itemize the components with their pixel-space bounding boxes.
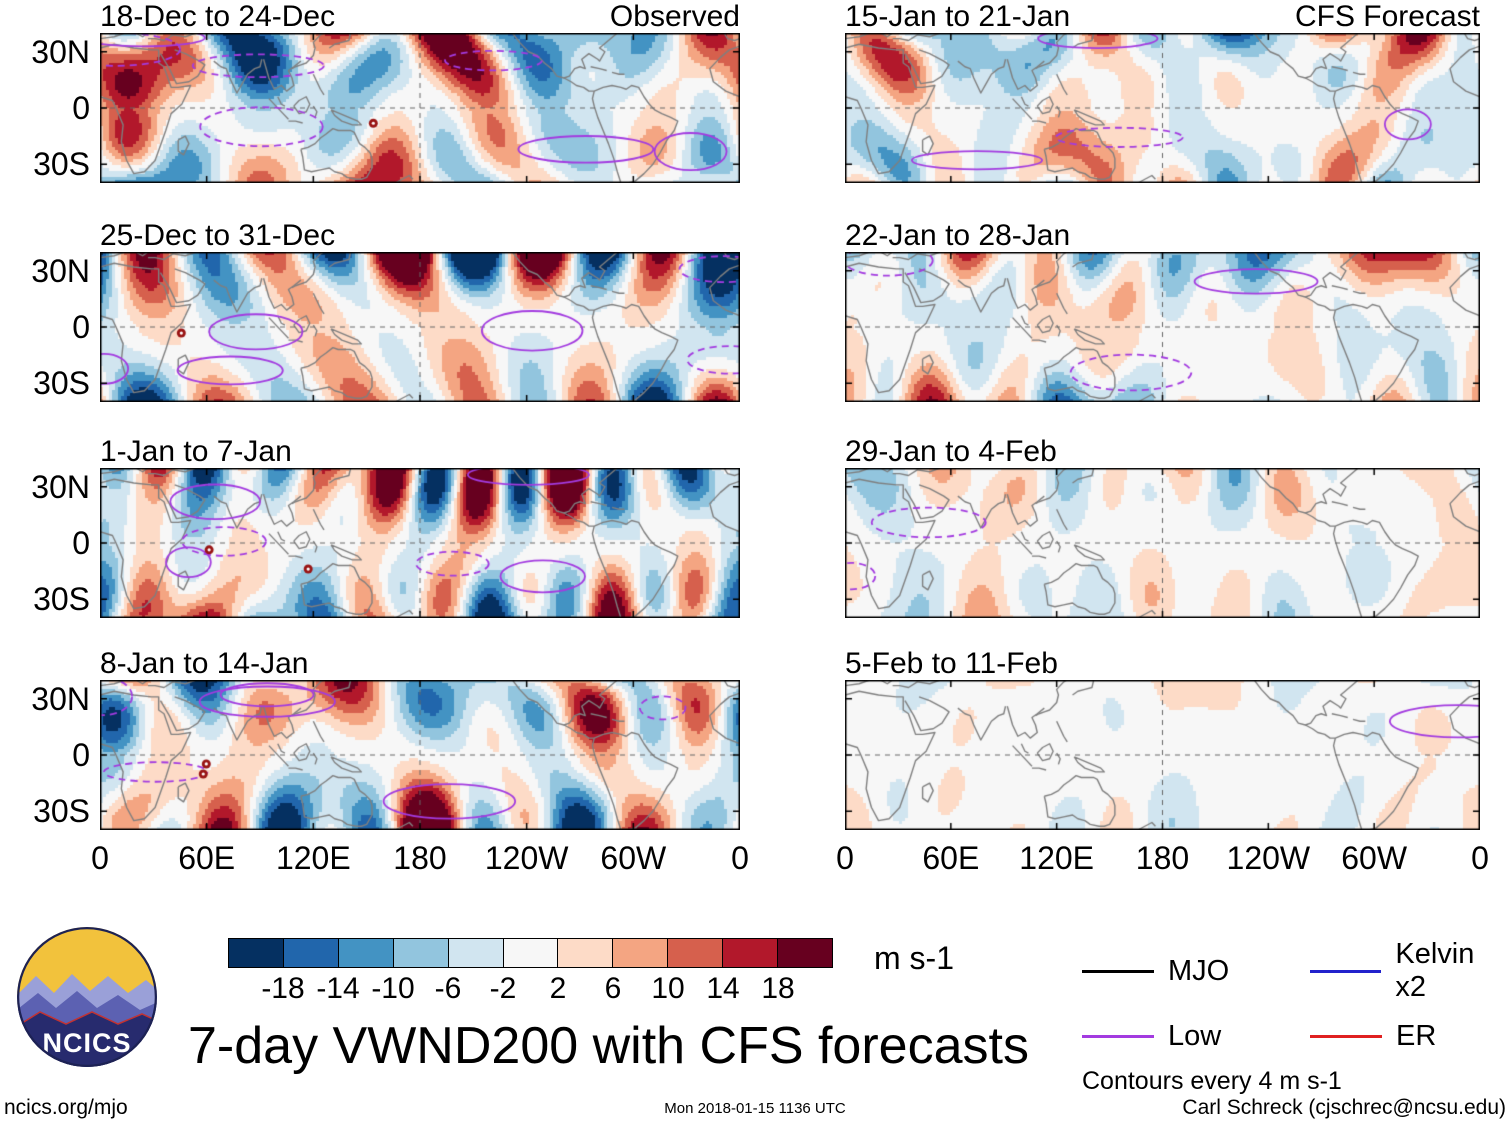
y-tick-label: 30N: [31, 252, 90, 289]
colorbar-tick-label: -6: [434, 972, 462, 1005]
legend-item-mjo: MJO: [1082, 938, 1310, 1004]
panel-forecast-week3: 29-Jan to 4-Feb: [845, 436, 1480, 618]
y-tick-label: 30N: [31, 680, 90, 717]
panel-forecast-week1: 15-Jan to 21-Jan CFS Forecast: [845, 1, 1480, 183]
colorbar-tick-label: -18: [261, 972, 305, 1005]
y-tick-label: 0: [72, 90, 90, 126]
y-tick-label: 30N: [31, 33, 90, 70]
x-tick-label: 0: [731, 840, 749, 876]
figure-title: 7-day VWND200 with CFS forecasts: [188, 1017, 1029, 1075]
x-tick-label: 0: [1471, 840, 1489, 876]
panel-observed-week3: 1-Jan to 7-Jan: [100, 436, 740, 618]
kelvin-line-swatch: [1310, 969, 1382, 973]
colorbar-segment: [393, 939, 449, 967]
y-tick-label: 0: [72, 525, 90, 561]
colorbar-segment: [448, 939, 504, 967]
colorbar-segment: [283, 939, 339, 967]
colorbar-segment: [778, 939, 832, 967]
y-tick-label: 0: [72, 309, 90, 345]
x-tick-label: 120W: [1226, 840, 1311, 876]
map-canvas: [845, 252, 1480, 402]
colorbar-segment: [723, 939, 779, 967]
map-canvas: [100, 680, 740, 830]
mjo-line-swatch: [1082, 969, 1154, 973]
map-canvas: [845, 680, 1480, 830]
colorbar: [228, 938, 833, 968]
x-tick-label: 120W: [484, 840, 569, 876]
footer-timestamp: Mon 2018-01-15 1136 UTC: [664, 1100, 846, 1117]
y-tick-label: 0: [72, 737, 90, 773]
legend-label: MJO: [1168, 954, 1230, 987]
map-canvas: [100, 33, 740, 183]
low-line-swatch: [1082, 1035, 1154, 1038]
map-canvas: [100, 252, 740, 402]
panel-observed-week4: 8-Jan to 14-Jan: [100, 648, 740, 830]
panel-title: 22-Jan to 28-Jan: [845, 219, 1071, 252]
colorbar-tick-label: -14: [316, 972, 360, 1005]
er-line-swatch: [1310, 1035, 1382, 1038]
panel-observed-week1: 18-Dec to 24-Dec Observed: [100, 1, 740, 183]
x-tick-label: 180: [393, 840, 447, 876]
colorbar-segment: [338, 939, 394, 967]
footer-url: ncics.org/mjo: [4, 1096, 128, 1119]
legend-label: Low: [1168, 1020, 1222, 1052]
y-tick-label: 30S: [33, 365, 90, 402]
panel-title: 25-Dec to 31-Dec: [100, 219, 336, 252]
panel-title: 18-Dec to 24-Dec: [100, 0, 336, 33]
legend-label: ER: [1396, 1020, 1437, 1052]
ncics-logo: NCICS: [14, 924, 160, 1075]
panel-title: 15-Jan to 21-Jan: [845, 0, 1071, 33]
colorbar-tick-label: 14: [706, 972, 740, 1005]
panel-forecast-week2: 22-Jan to 28-Jan: [845, 220, 1480, 402]
contour-interval-note: Contours every 4 m s-1: [1082, 1067, 1342, 1095]
x-tick-label: 120E: [1019, 840, 1095, 876]
map-canvas: [845, 468, 1480, 618]
panel-title: 8-Jan to 14-Jan: [100, 647, 309, 680]
footer-author: Carl Schreck (cjschrec@ncsu.edu): [1182, 1096, 1506, 1119]
column-label-forecast: CFS Forecast: [1294, 0, 1480, 33]
x-tick-label: 60E: [922, 840, 980, 876]
x-tick-label: 60E: [178, 840, 236, 876]
panel-forecast-week4: 5-Feb to 11-Feb: [845, 648, 1480, 830]
colorbar-segment: [558, 939, 614, 967]
colorbar-segment: [503, 939, 559, 967]
panel-observed-week2: 25-Dec to 31-Dec: [100, 220, 740, 402]
colorbar-tick-label: 2: [549, 972, 567, 1005]
legend-item-kelvin: Kelvin x2: [1310, 938, 1510, 1004]
map-canvas: [845, 33, 1480, 183]
ncics-logo-graphic: NCICS: [17, 927, 157, 1067]
legend-label: Kelvin x2: [1395, 938, 1475, 1003]
ncics-logo-text: NCICS: [42, 1028, 131, 1058]
colorbar-segment: [229, 939, 284, 967]
legend-item-er: ER: [1310, 1020, 1510, 1053]
colorbar-segment: [613, 939, 669, 967]
legend-item-low: Low: [1082, 1020, 1310, 1053]
x-tick-label: 60W: [600, 840, 667, 876]
contour-legend: MJO Kelvin x2 Low ER Contours every 4 m …: [1082, 938, 1510, 1096]
x-tick-label: 180: [1135, 840, 1190, 876]
colorbar-tick-label: 10: [651, 972, 685, 1005]
colorbar-unit-label: m s-1: [874, 940, 954, 976]
colorbar-segment: [668, 939, 724, 967]
x-tick-label: 0: [836, 840, 854, 876]
panel-title: 5-Feb to 11-Feb: [845, 647, 1058, 680]
y-tick-label: 30S: [33, 146, 90, 183]
x-tick-label: 0: [91, 840, 109, 876]
colorbar-tick-label: -2: [489, 972, 517, 1005]
y-tick-label: 30S: [33, 793, 90, 830]
colorbar-tick-label: 6: [604, 972, 622, 1005]
column-label-observed: Observed: [609, 0, 740, 33]
x-tick-label: 120E: [275, 840, 351, 876]
panel-title: 29-Jan to 4-Feb: [845, 435, 1057, 468]
y-tick-label: 30S: [33, 581, 90, 618]
y-tick-label: 30N: [31, 468, 90, 505]
panel-title: 1-Jan to 7-Jan: [100, 435, 292, 468]
colorbar-tick-label: 18: [761, 972, 795, 1005]
map-canvas: [100, 468, 740, 618]
colorbar-tick-label: -10: [371, 972, 415, 1005]
x-tick-label: 60W: [1341, 840, 1408, 876]
